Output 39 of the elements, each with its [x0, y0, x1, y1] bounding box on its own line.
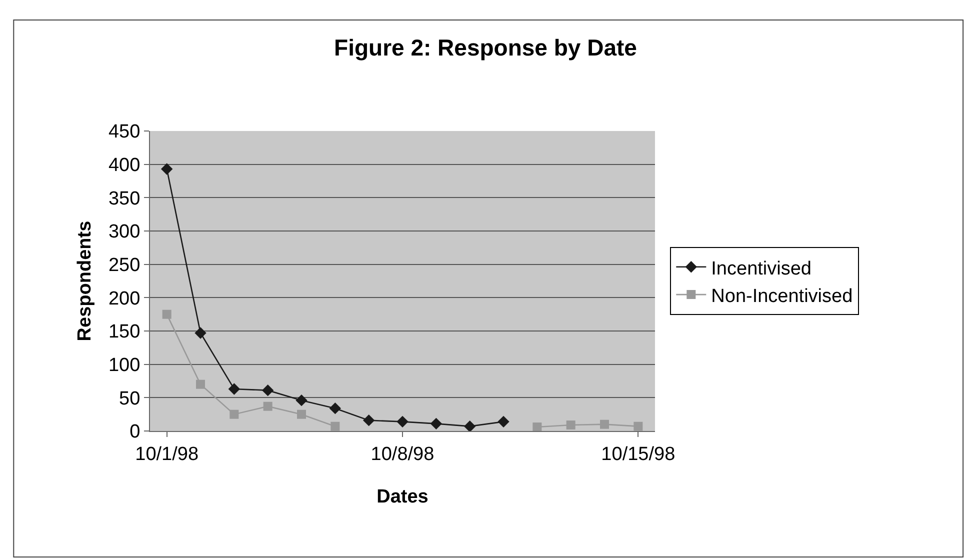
x-tick-label: 10/8/98 — [370, 444, 434, 465]
point — [430, 418, 442, 430]
point — [498, 416, 510, 428]
chart-title: Figure 2: Response by Date — [334, 34, 637, 61]
point — [263, 402, 272, 411]
x-axis-title: Dates — [376, 486, 428, 508]
point — [329, 402, 342, 414]
legend-label: Non-Incentivised — [711, 286, 853, 307]
point — [196, 380, 205, 389]
y-tick-label: 400 — [108, 154, 140, 176]
point — [532, 422, 542, 431]
point — [160, 163, 173, 175]
point — [194, 327, 206, 339]
legend-label: Incentivised — [711, 258, 812, 280]
point — [162, 310, 172, 319]
point — [228, 383, 240, 395]
point — [262, 384, 274, 396]
y-tick-label: 350 — [108, 188, 140, 210]
x-tick-label: 10/1/98 — [135, 444, 199, 465]
y-tick-label: 200 — [108, 288, 140, 310]
y-tick-label: 450 — [108, 122, 140, 143]
y-tick-label: 150 — [108, 322, 140, 343]
x-tick-label: 10/15/98 — [601, 444, 676, 465]
y-tick-label: 0 — [130, 422, 140, 443]
y-axis-title: Respondents — [74, 220, 96, 342]
point — [330, 422, 340, 431]
point — [297, 410, 306, 419]
y-tick-label: 50 — [119, 388, 140, 410]
point — [230, 410, 239, 419]
point — [634, 422, 643, 431]
point — [362, 414, 375, 426]
y-tick-label: 100 — [108, 354, 140, 376]
point — [296, 394, 308, 406]
y-tick-label: 250 — [108, 254, 140, 276]
point — [600, 420, 609, 429]
point — [464, 420, 476, 431]
point — [566, 420, 576, 430]
y-tick-label: 300 — [108, 222, 140, 243]
point — [396, 416, 408, 428]
